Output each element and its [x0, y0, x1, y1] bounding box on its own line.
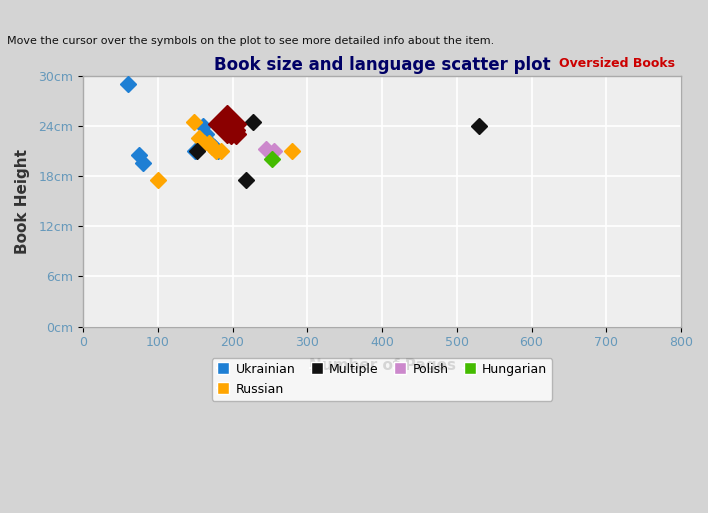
Legend: Ukrainian, Russian, Multiple, Polish, Hungarian: Ukrainian, Russian, Multiple, Polish, Hu… — [212, 359, 552, 401]
Text: Move the cursor over the symbols on the plot to see more detailed info about the: Move the cursor over the symbols on the … — [7, 36, 494, 46]
Title: Book size and language scatter plot: Book size and language scatter plot — [214, 56, 550, 74]
Text: Oversized Books: Oversized Books — [559, 57, 675, 70]
Y-axis label: Book Height: Book Height — [15, 149, 30, 253]
X-axis label: Number of Pages: Number of Pages — [309, 358, 455, 372]
